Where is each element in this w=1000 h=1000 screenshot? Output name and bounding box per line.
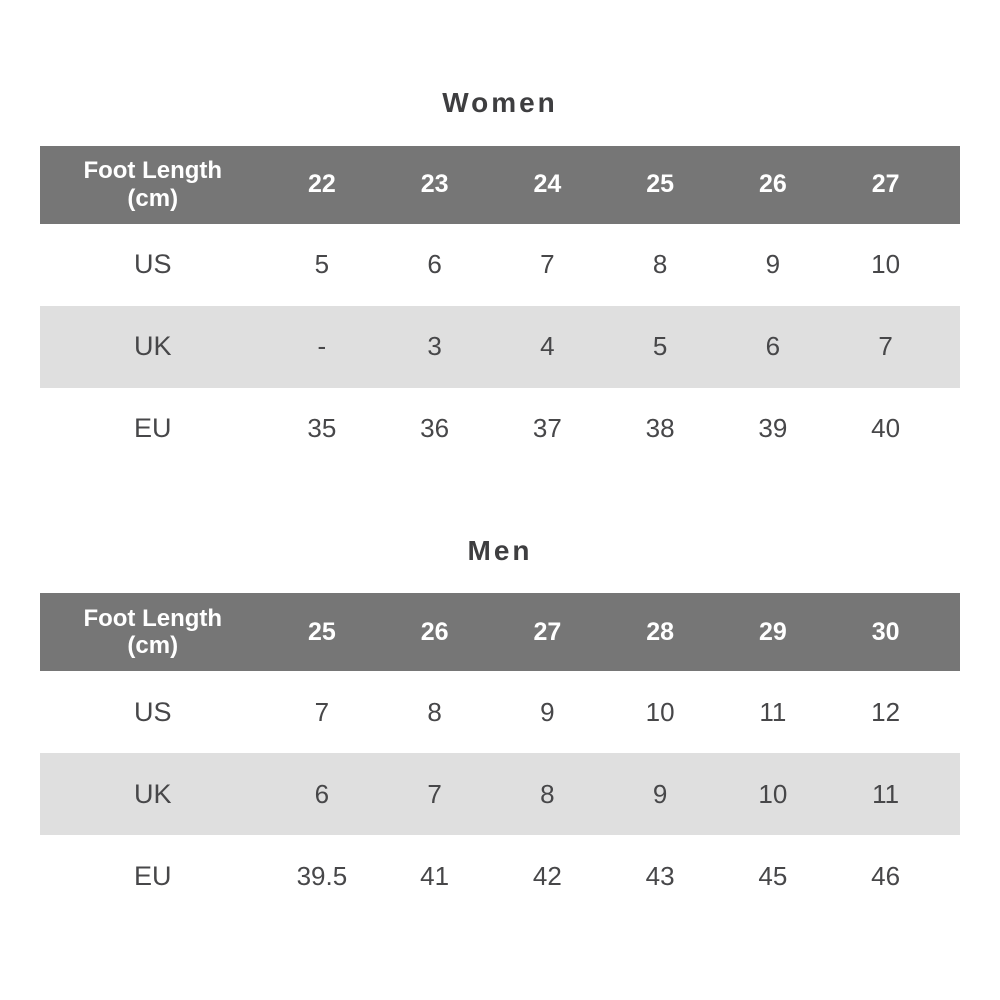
size-cell: 11 (759, 696, 787, 727)
header-cell: 23 (420, 170, 449, 199)
size-cell: 35 (307, 413, 337, 444)
row-label-cell: EU (133, 860, 172, 891)
men-table-header-row: Foot Length (cm) 25 26 27 28 29 30 (40, 593, 960, 672)
row-label-cell: US (133, 249, 172, 280)
size-cell: 10 (758, 778, 788, 809)
size-cell: 11 (872, 778, 900, 809)
size-cell: 41 (420, 860, 450, 891)
row-label-cell: EU (133, 413, 172, 444)
header-cell: 27 (533, 617, 562, 646)
header-cell: 22 (307, 170, 336, 199)
women-size-table: Foot Length (cm) 22 23 24 25 26 27 US 5 … (40, 145, 960, 470)
row-label-cell: UK (133, 778, 172, 809)
size-cell: 5 (652, 331, 668, 362)
women-table-header-row: Foot Length (cm) 22 23 24 25 26 27 (40, 145, 960, 224)
header-cell: 28 (646, 617, 675, 646)
foot-length-label-line1: Foot Length (83, 604, 223, 632)
size-chart-page: Women Foot Length (cm) 22 23 24 25 26 27… (40, 87, 960, 918)
size-cell: 5 (314, 249, 330, 280)
size-cell: 6 (314, 778, 330, 809)
foot-length-label-line2: (cm) (127, 632, 179, 660)
header-cell: 25 (307, 617, 336, 646)
size-cell: 7 (427, 778, 442, 809)
header-cell: 25 (646, 170, 675, 199)
header-cell: 26 (758, 170, 787, 199)
foot-length-label-line1: Foot Length (83, 157, 223, 184)
men-size-table: Foot Length (cm) 25 26 27 28 29 30 US 7 … (40, 593, 960, 918)
foot-length-label-line2: (cm) (127, 184, 179, 212)
size-cell: 10 (645, 696, 675, 727)
women-section-title: Women (442, 87, 558, 118)
size-cell: 9 (765, 249, 781, 280)
size-cell: 42 (532, 860, 562, 891)
men-uk-row: UK 6 7 8 9 10 11 (40, 753, 960, 836)
size-cell: 7 (314, 696, 330, 727)
men-us-row: US 7 8 9 10 11 12 (40, 671, 960, 754)
size-cell: 8 (427, 696, 442, 727)
size-cell: 6 (427, 249, 442, 280)
size-cell: 37 (532, 413, 562, 444)
size-cell: 7 (540, 249, 555, 280)
size-cell: 7 (878, 331, 893, 362)
size-cell: 9 (540, 696, 555, 727)
size-cell: 43 (645, 860, 675, 891)
size-cell: 46 (871, 860, 901, 891)
header-cell: 30 (871, 617, 900, 646)
size-cell: 6 (765, 331, 781, 362)
size-cell: 4 (540, 331, 555, 362)
foot-length-header-cell: Foot Length (cm) (40, 605, 266, 660)
size-cell: 3 (427, 331, 442, 362)
size-cell: 36 (420, 413, 450, 444)
men-section-title: Men (467, 534, 533, 566)
size-cell: 45 (758, 860, 788, 891)
women-us-row: US 5 6 7 8 9 10 (40, 223, 960, 306)
size-cell: 8 (540, 778, 555, 809)
row-label-cell: UK (133, 331, 172, 362)
size-cell: 10 (871, 249, 901, 280)
size-cell: 38 (645, 413, 675, 444)
size-cell: - (317, 331, 327, 362)
women-uk-row: UK - 3 4 5 6 7 (40, 305, 960, 388)
size-cell: 39.5 (296, 860, 348, 891)
size-cell: 8 (652, 249, 668, 280)
header-cell: 29 (758, 617, 787, 646)
size-cell: 12 (871, 696, 901, 727)
size-cell: 40 (871, 413, 901, 444)
foot-length-header-cell: Foot Length (cm) (40, 157, 266, 212)
size-cell: 9 (652, 778, 668, 809)
row-label-cell: US (133, 696, 172, 727)
header-cell: 27 (871, 170, 900, 199)
header-cell: 26 (420, 617, 449, 646)
header-cell: 24 (533, 170, 562, 199)
size-cell: 39 (758, 413, 788, 444)
men-eu-row: EU 39.5 41 42 43 45 46 (40, 835, 960, 918)
women-eu-row: EU 35 36 37 38 39 40 (40, 387, 960, 470)
